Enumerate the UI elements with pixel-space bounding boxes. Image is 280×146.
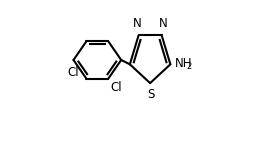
Text: 2: 2: [186, 62, 192, 71]
Text: N: N: [159, 17, 167, 30]
Text: Cl: Cl: [67, 66, 79, 79]
Text: NH: NH: [175, 57, 192, 70]
Text: S: S: [147, 88, 155, 101]
Text: N: N: [133, 17, 141, 30]
Text: Cl: Cl: [110, 81, 122, 94]
